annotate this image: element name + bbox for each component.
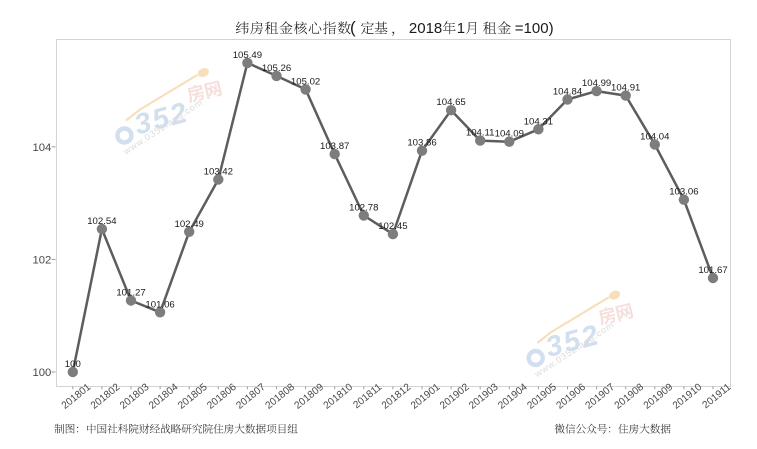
svg-text:104.09: 104.09 bbox=[495, 129, 524, 140]
svg-text:101.27: 101.27 bbox=[116, 288, 145, 299]
svg-text:103.86: 103.86 bbox=[407, 138, 436, 149]
svg-text:102: 102 bbox=[32, 254, 51, 266]
svg-text:100: 100 bbox=[32, 367, 51, 379]
svg-text:=100): =100) bbox=[515, 20, 554, 37]
svg-text:104.84: 104.84 bbox=[553, 87, 583, 98]
svg-text:102.45: 102.45 bbox=[378, 221, 407, 232]
svg-text:102.78: 102.78 bbox=[349, 203, 378, 214]
svg-text:101.06: 101.06 bbox=[145, 299, 174, 310]
svg-text:104.04: 104.04 bbox=[640, 132, 670, 143]
svg-text:105.49: 105.49 bbox=[233, 50, 262, 61]
svg-text:102.49: 102.49 bbox=[175, 219, 204, 230]
svg-text:1: 1 bbox=[457, 20, 465, 37]
svg-text:103.06: 103.06 bbox=[669, 187, 698, 198]
svg-text:104.99: 104.99 bbox=[582, 78, 611, 89]
svg-text:104.65: 104.65 bbox=[436, 97, 465, 108]
svg-text:101.67: 101.67 bbox=[698, 265, 727, 276]
svg-text:104.91: 104.91 bbox=[611, 83, 640, 94]
svg-text:104.11: 104.11 bbox=[466, 128, 495, 139]
svg-text:104.31: 104.31 bbox=[524, 116, 553, 127]
svg-text:103.87: 103.87 bbox=[320, 141, 349, 152]
svg-text:(: ( bbox=[350, 18, 356, 37]
svg-text:2018: 2018 bbox=[409, 20, 442, 37]
svg-text:103.42: 103.42 bbox=[204, 167, 233, 178]
svg-text:105.26: 105.26 bbox=[262, 63, 291, 74]
svg-text:102.54: 102.54 bbox=[87, 216, 117, 227]
svg-text:105.02: 105.02 bbox=[291, 76, 320, 87]
svg-text:100: 100 bbox=[65, 359, 81, 370]
svg-text:104: 104 bbox=[32, 142, 51, 154]
